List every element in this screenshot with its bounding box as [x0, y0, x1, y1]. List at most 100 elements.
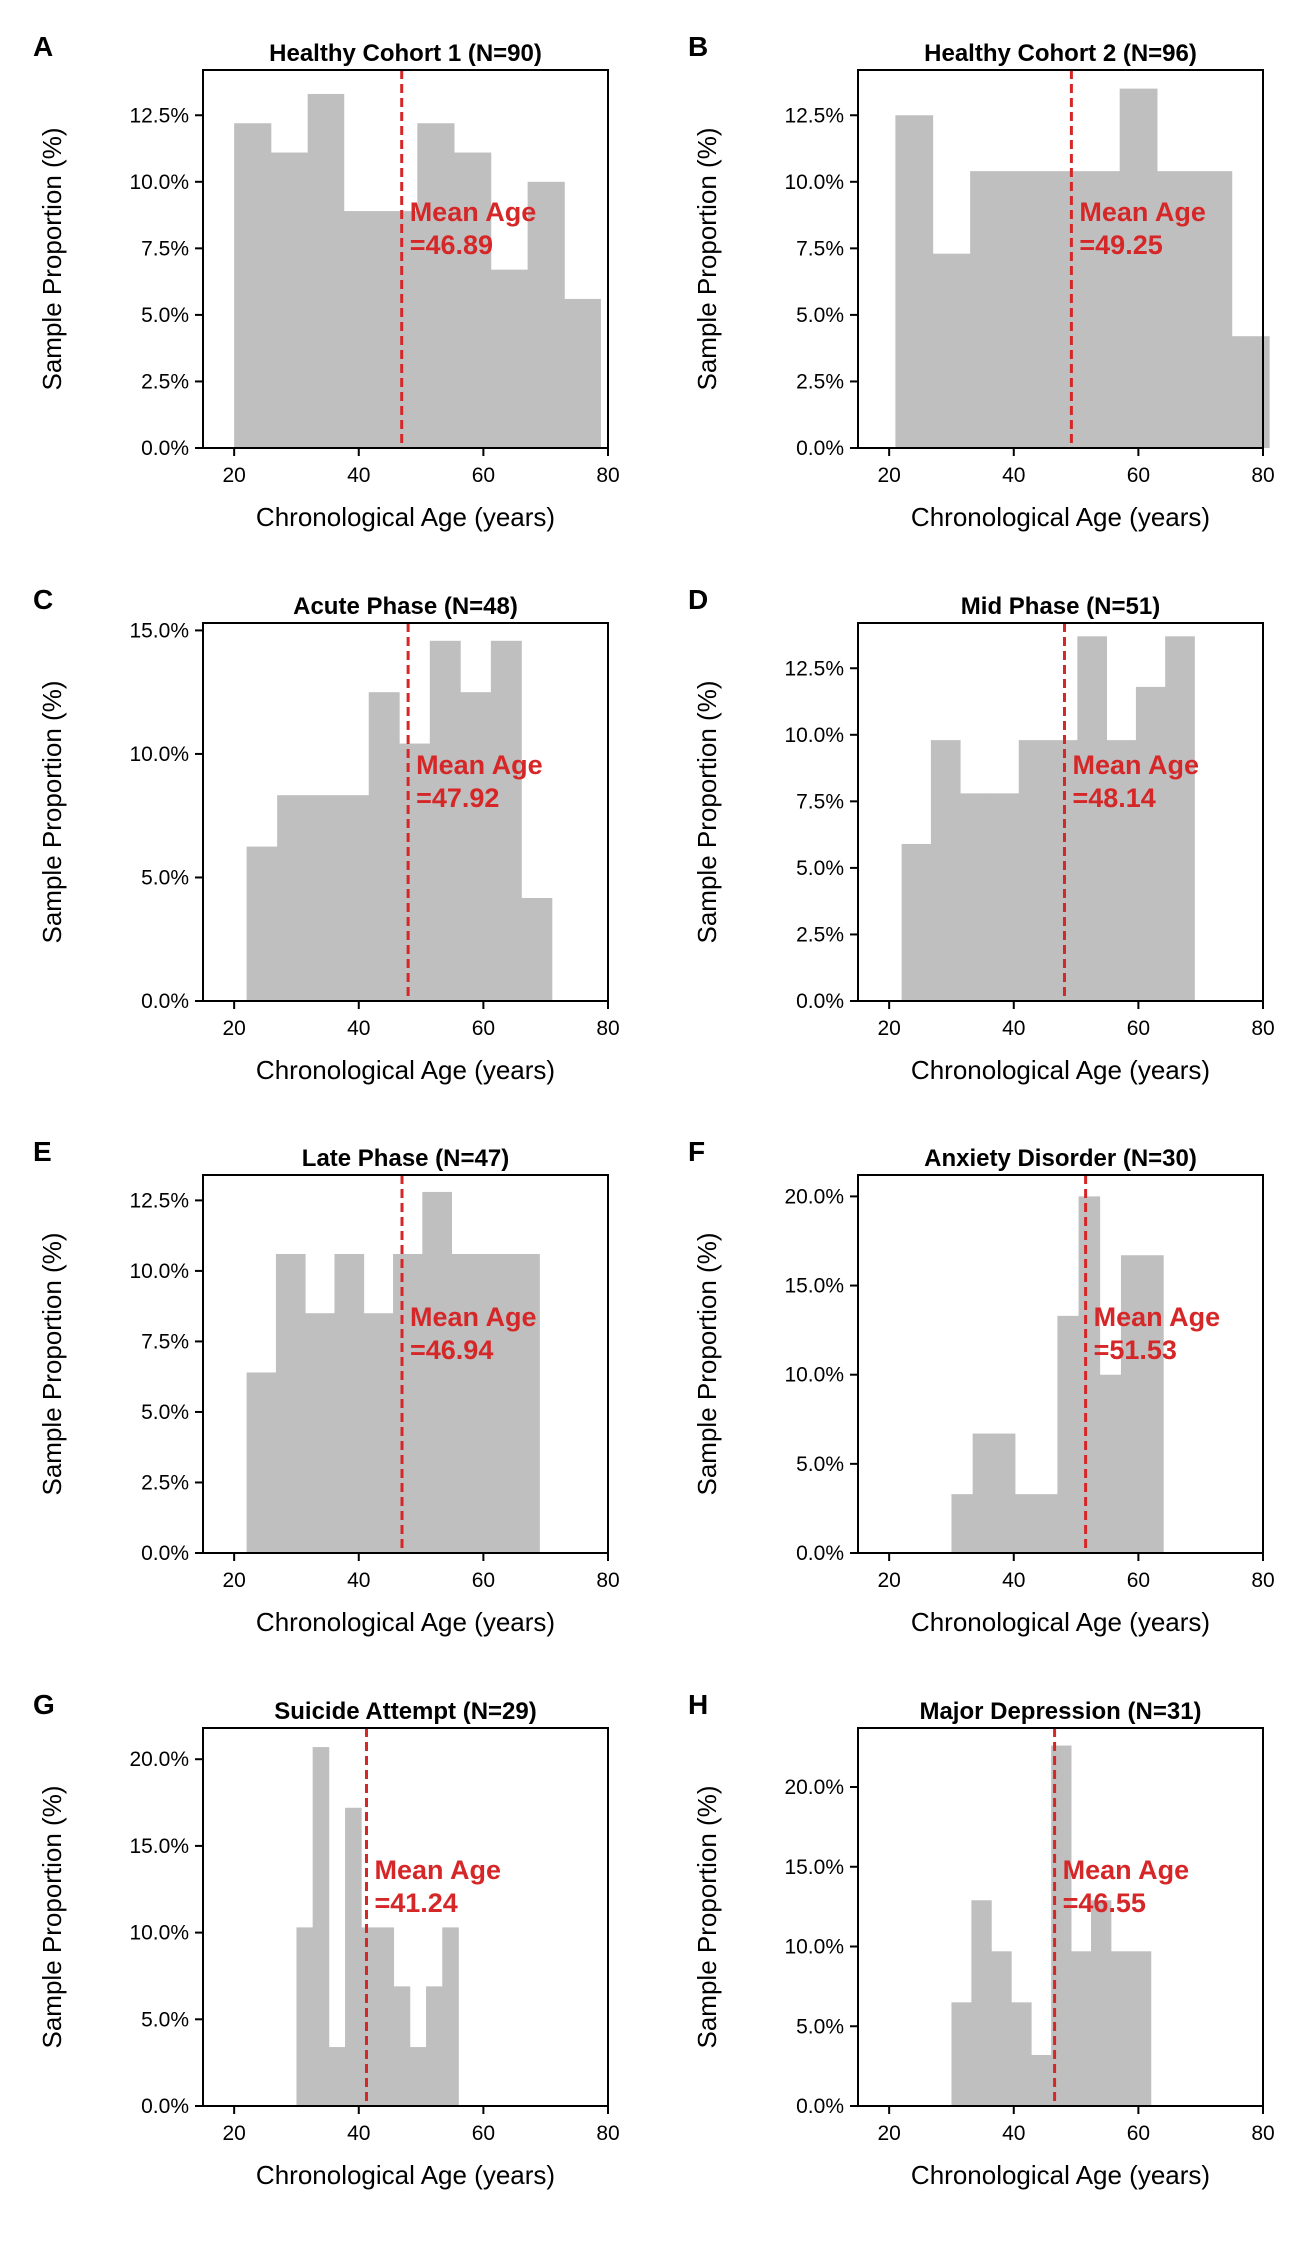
panel-letter: A [33, 31, 53, 62]
y-tick-label: 5.0% [141, 866, 189, 889]
histogram-bar [991, 1951, 1012, 2106]
axes-frame [857, 1174, 1264, 1554]
histogram-bar [363, 1313, 394, 1553]
y-axis-label: Sample Proportion (%) [37, 128, 67, 391]
histogram-bar [454, 152, 492, 448]
axes-frame [202, 1727, 609, 2107]
panel-letter: F [688, 1136, 705, 1167]
histogram-bar [1110, 1951, 1132, 2106]
histogram-bar [234, 123, 272, 449]
histogram-bar [1091, 1900, 1112, 2106]
y-tick-label: 2.5% [141, 1471, 189, 1494]
histogram-bar [1119, 88, 1158, 448]
mean-age-label: Mean Age [1094, 1302, 1221, 1332]
axes-frame [857, 622, 1264, 1002]
y-tick-label: 5.0% [141, 1401, 189, 1424]
histogram-bar [270, 152, 309, 448]
histogram-bar [1044, 171, 1083, 448]
mean-age-value: =46.94 [410, 1335, 493, 1365]
histogram-bar [345, 1807, 362, 2106]
histogram-bars [246, 640, 553, 1001]
histogram-bar [380, 211, 418, 448]
histogram-bar [895, 115, 934, 448]
axes-frame [202, 1174, 609, 1554]
y-tick-label: 7.5% [141, 237, 189, 260]
histogram-bars [951, 1745, 1152, 2106]
x-tick-label: 80 [596, 1569, 619, 1592]
mean-age-value: =48.14 [1072, 783, 1155, 813]
histogram-bar [426, 1986, 443, 2106]
panel-title: Late Phase (N=47) [302, 1145, 509, 1172]
x-tick-label: 20 [222, 464, 245, 487]
y-tick-label: 10.0% [129, 1922, 189, 1945]
mean-age-value: =46.89 [410, 230, 493, 260]
mean-age-value: =51.53 [1094, 1335, 1177, 1365]
y-tick-label: 15.0% [784, 1856, 844, 1879]
histogram-bar [1071, 1951, 1092, 2106]
histogram-bar [1130, 1951, 1152, 2106]
x-tick-label: 80 [596, 464, 619, 487]
histogram-bar [993, 1433, 1016, 1553]
x-tick-label: 80 [1251, 1569, 1274, 1592]
y-tick-label: 10.0% [129, 171, 189, 194]
histogram-bar [1015, 1494, 1037, 1553]
y-tick-label: 12.5% [784, 104, 844, 127]
y-axis-label: Sample Proportion (%) [692, 1786, 722, 2049]
x-tick-label: 40 [1002, 1569, 1025, 1592]
panel-title: Healthy Cohort 2 (N=96) [924, 40, 1197, 67]
histogram-bar [328, 2047, 346, 2106]
histogram-bar [246, 1372, 277, 1553]
x-tick-label: 20 [877, 2122, 900, 2145]
histogram-bars [296, 1747, 459, 2106]
y-tick-label: 15.0% [129, 1835, 189, 1858]
x-tick-label: 20 [222, 2122, 245, 2145]
histogram-bar [368, 692, 400, 1001]
x-tick-label: 20 [877, 1569, 900, 1592]
histogram-bar [277, 795, 309, 1001]
y-tick-label: 5.0% [796, 857, 844, 880]
x-tick-label: 80 [1251, 464, 1274, 487]
histogram-bars [234, 93, 601, 449]
x-axis-label: Chronological Age (years) [911, 2160, 1210, 2190]
histogram-bar [970, 171, 1008, 448]
panel-title: Mid Phase (N=51) [961, 593, 1160, 620]
x-tick-label: 80 [1251, 1017, 1274, 1040]
x-axis-label: Chronological Age (years) [911, 1607, 1210, 1637]
histogram-bar [1057, 1315, 1079, 1553]
y-tick-label: 10.0% [784, 1364, 844, 1387]
panel-title: Healthy Cohort 1 (N=90) [269, 40, 542, 67]
histogram-bar [393, 1253, 423, 1553]
panel-letter: D [688, 584, 708, 615]
x-tick-label: 20 [222, 1017, 245, 1040]
histogram-bar [442, 1927, 459, 2106]
x-tick-label: 60 [1127, 1569, 1150, 1592]
y-tick-label: 20.0% [129, 1748, 189, 1771]
histogram-bar [930, 740, 961, 1001]
histogram-bar [901, 843, 932, 1001]
axes-frame [202, 622, 609, 1002]
histogram-bar [307, 795, 339, 1001]
panel-title: Anxiety Disorder (N=30) [924, 1145, 1197, 1172]
y-tick-label: 5.0% [796, 304, 844, 327]
mean-age-label: Mean Age [410, 1302, 537, 1332]
histogram-bars [246, 1191, 540, 1553]
histogram-bar [564, 298, 601, 448]
histogram-bar [305, 1313, 335, 1553]
x-axis-label: Chronological Age (years) [256, 2160, 555, 2190]
y-tick-label: 2.5% [796, 370, 844, 393]
y-tick-label: 12.5% [784, 657, 844, 680]
histogram-bar [1142, 1255, 1164, 1553]
histogram-bar [510, 1253, 540, 1553]
mean-age-label: Mean Age [1079, 197, 1206, 227]
histogram-bar [399, 743, 431, 1001]
histogram-bar [307, 93, 345, 449]
histogram-bar [275, 1253, 306, 1553]
histogram-bar [951, 2002, 972, 2106]
panel-title: Suicide Attempt (N=29) [274, 1698, 537, 1725]
histogram-bar [1011, 2002, 1032, 2106]
histogram-bar [1031, 2054, 1052, 2106]
panel-h: Mean Age=46.55 20 40 60 80 0.0% 5.0% 10.0% 15.0%… [688, 1689, 1275, 2190]
x-tick-label: 80 [1251, 2122, 1274, 2145]
x-tick-label: 60 [1127, 1017, 1150, 1040]
